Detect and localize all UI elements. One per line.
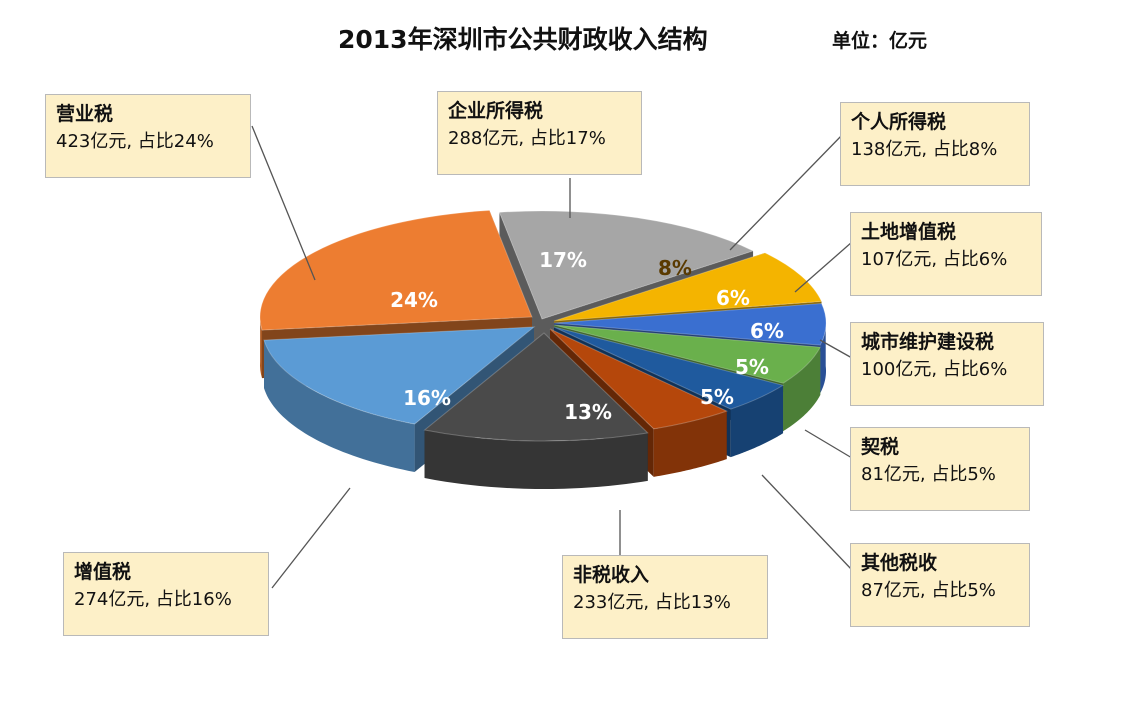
callout-name: 营业税 xyxy=(56,103,114,125)
percent-label: 8% xyxy=(658,256,692,280)
slice-outer-side xyxy=(260,313,263,379)
callout-box: 土地增值税 107亿元, 占比6% xyxy=(850,212,1042,296)
percent-label: 17% xyxy=(539,248,587,272)
slice-outer-side xyxy=(264,340,415,473)
unit-label: 单位：亿元 xyxy=(832,30,928,52)
callout-box: 企业所得税 288亿元, 占比17% xyxy=(437,91,642,175)
callout-box: 增值税 274亿元, 占比16% xyxy=(63,552,269,636)
percent-label: 6% xyxy=(750,319,784,343)
pie-slice-4 xyxy=(553,326,785,410)
leader-line xyxy=(729,131,846,251)
percent-label: 13% xyxy=(564,400,612,424)
leader-line xyxy=(804,429,853,459)
percent-label: 5% xyxy=(735,355,769,379)
slice-outer-side xyxy=(653,411,727,477)
callout-name: 契税 xyxy=(861,436,900,458)
callout-name: 其他税收 xyxy=(861,552,938,574)
slice-outer-side xyxy=(820,318,826,394)
leader-line xyxy=(251,125,316,281)
callout-detail: 81亿元, 占比5% xyxy=(861,464,996,485)
callout-box: 其他税收 87亿元, 占比5% xyxy=(850,543,1030,627)
pie-slice-7 xyxy=(263,326,536,425)
slice-tops xyxy=(259,209,827,442)
pie-slice-5 xyxy=(549,328,729,430)
pie-slice-3 xyxy=(553,324,821,384)
percent-label: 16% xyxy=(403,386,451,410)
callout-detail: 288亿元, 占比17% xyxy=(448,128,606,149)
callout-detail: 274亿元, 占比16% xyxy=(74,589,232,610)
pie-slice-0 xyxy=(498,210,755,320)
percent-label: 24% xyxy=(390,288,438,312)
leader-line xyxy=(794,241,853,293)
leader-line xyxy=(761,474,853,571)
callout-detail: 87亿元, 占比5% xyxy=(861,580,996,601)
callout-box: 非税收入 233亿元, 占比13% xyxy=(562,555,768,639)
percent-label: 5% xyxy=(700,385,734,409)
callout-name: 土地增值税 xyxy=(861,221,957,243)
callout-name: 增值税 xyxy=(74,561,132,583)
callout-name: 个人所得税 xyxy=(851,111,947,133)
callout-detail: 107亿元, 占比6% xyxy=(861,249,1008,270)
callout-box: 营业税 423亿元, 占比24% xyxy=(45,94,251,178)
callout-detail: 423亿元, 占比24% xyxy=(56,131,214,152)
chart-title: 2013年深圳市公共财政收入结构 xyxy=(338,25,708,54)
slice-outer-side xyxy=(730,385,784,458)
callout-box: 个人所得税 138亿元, 占比8% xyxy=(840,102,1030,186)
leader-line xyxy=(819,339,853,359)
callout-name: 非税收入 xyxy=(573,564,650,586)
callout-name: 城市维护建设税 xyxy=(861,331,995,353)
callout-detail: 233亿元, 占比13% xyxy=(573,592,731,613)
pie-slice-1 xyxy=(553,252,823,322)
callout-detail: 100亿元, 占比6% xyxy=(861,359,1008,380)
callout-name: 企业所得税 xyxy=(448,100,544,122)
percent-labels: 17% 8% 6%6% 5%5% 13% 16% 24% xyxy=(390,248,784,424)
leader-line xyxy=(271,487,351,589)
pie-slice-6 xyxy=(423,332,649,442)
pie-slice-2 xyxy=(553,302,827,346)
callout-box: 城市维护建设税 100亿元, 占比6% xyxy=(850,322,1044,406)
pie-slice-8 xyxy=(259,209,533,331)
leader-lines xyxy=(251,125,853,589)
slice-outer-side xyxy=(424,430,648,489)
callout-detail: 138亿元, 占比8% xyxy=(851,139,998,160)
callout-box: 契税 81亿元, 占比5% xyxy=(850,427,1030,511)
percent-label: 6% xyxy=(716,286,750,310)
slice-outer-side xyxy=(783,347,821,432)
